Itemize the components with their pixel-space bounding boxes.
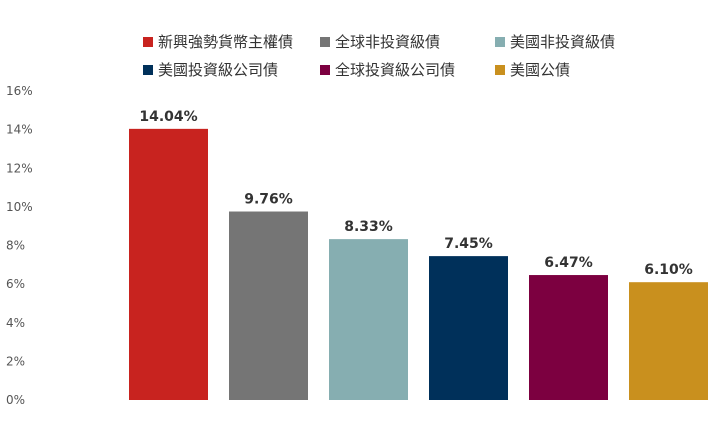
bar-value-label: 6.47% bbox=[544, 255, 593, 271]
bar bbox=[529, 275, 608, 400]
y-axis: 0% 2% 4% 6% 8% 10% 12% 14% 16% bbox=[6, 84, 33, 407]
legend-label: 全球投資級公司債 bbox=[335, 61, 455, 79]
legend-label: 新興強勢貨幣主權債 bbox=[158, 33, 293, 51]
legend-swatch bbox=[320, 37, 330, 47]
legend-label: 美國公債 bbox=[510, 61, 570, 79]
y-tick-label: 10% bbox=[6, 200, 33, 214]
bar bbox=[429, 256, 508, 400]
y-tick-label: 8% bbox=[6, 239, 25, 253]
bar-value-label: 9.76% bbox=[244, 192, 293, 208]
legend-swatch bbox=[143, 37, 153, 47]
bar bbox=[129, 128, 208, 401]
y-tick-label: 16% bbox=[6, 84, 33, 98]
y-tick-label: 14% bbox=[6, 123, 33, 137]
y-tick-label: 6% bbox=[6, 277, 25, 291]
bar bbox=[229, 211, 308, 400]
bar bbox=[329, 239, 408, 400]
bar-value-label: 7.45% bbox=[444, 236, 493, 252]
bar bbox=[629, 282, 708, 400]
bar-value-label: 14.04% bbox=[139, 109, 197, 125]
y-tick-label: 0% bbox=[6, 393, 25, 407]
bar-value-label: 6.10% bbox=[644, 262, 693, 278]
bar-value-label: 8.33% bbox=[344, 219, 393, 235]
y-tick-label: 12% bbox=[6, 161, 33, 175]
legend-swatch bbox=[320, 65, 330, 75]
legend-label: 全球非投資級債 bbox=[335, 33, 440, 51]
bars: 14.04% 9.76% 8.33% 7.45% 6.47% 6.10% bbox=[129, 109, 708, 401]
legend-label: 美國非投資級債 bbox=[510, 33, 615, 51]
y-tick-label: 4% bbox=[6, 316, 25, 330]
legend-swatch bbox=[143, 65, 153, 75]
legend-swatch bbox=[495, 37, 505, 47]
legend-swatch bbox=[495, 65, 505, 75]
y-tick-label: 2% bbox=[6, 354, 25, 368]
legend-label: 美國投資級公司債 bbox=[158, 61, 278, 79]
